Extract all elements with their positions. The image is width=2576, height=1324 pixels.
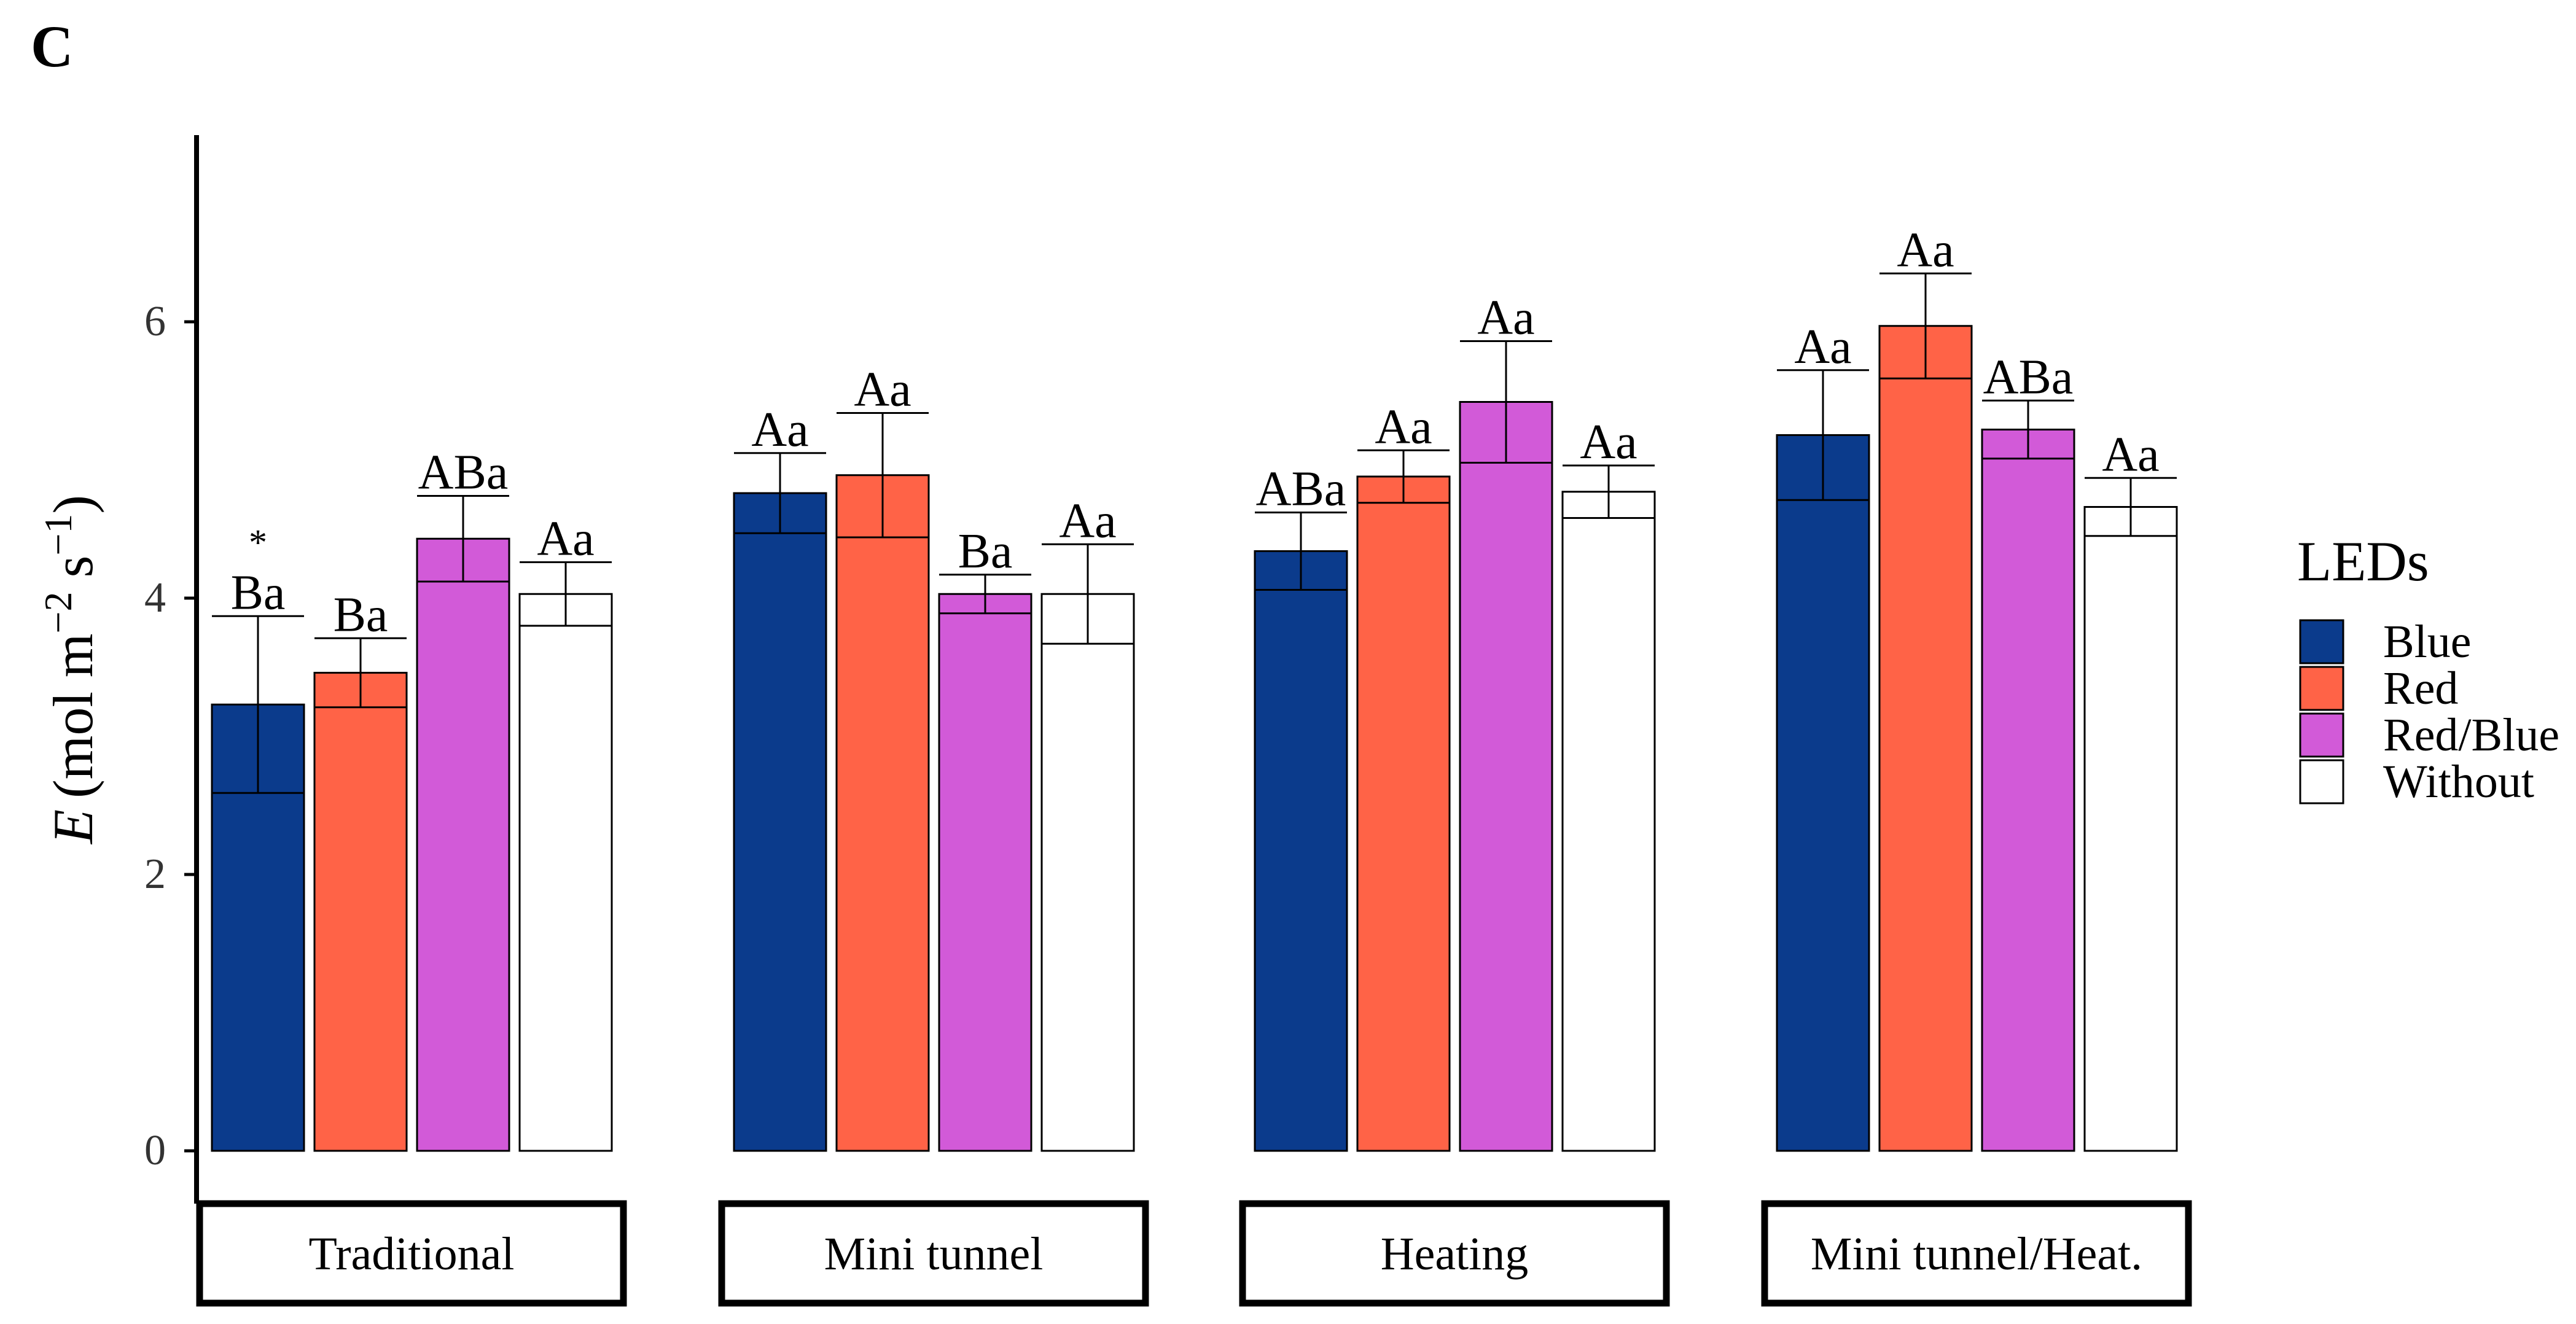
bar-without-1 (1040, 593, 1135, 1152)
bar-red-3 (1878, 325, 1973, 1152)
legend-label: Red/Blue (2383, 709, 2559, 761)
y-tick-label: 2 (144, 851, 166, 898)
y-axis-label: E (mol m−2 s−1) (36, 495, 104, 845)
facet-label: Heating (1381, 1228, 1529, 1280)
significance-label: Ba (231, 566, 286, 620)
y-axis-label-mid: s (42, 556, 104, 592)
legend-label: Without (2383, 756, 2534, 808)
significance-label: Aa (2102, 427, 2159, 481)
bar-red-0 (313, 672, 408, 1152)
y-axis: 0 2 4 6 (144, 135, 199, 1204)
bar-blue-3 (1776, 434, 1870, 1152)
facet-strip-3 (1761, 1200, 2192, 1307)
significance-label: Aa (1897, 223, 1954, 277)
legend-key-red-blue (2299, 712, 2344, 758)
bar-without-0 (518, 593, 613, 1152)
significance-label: Aa (1580, 415, 1637, 469)
significance-label: Ba (958, 524, 1013, 578)
panel-label: C (31, 14, 73, 79)
y-axis-label-symbol: E (42, 809, 104, 845)
bar-red-blue-0 (416, 537, 510, 1152)
facet-strips: Traditional Mini tunnel Heating Mini tunnel… (196, 1200, 2192, 1307)
facet-label: Traditional (309, 1228, 515, 1280)
significance-label: ABa (418, 446, 509, 500)
y-axis-label-close: ) (42, 495, 104, 514)
facet-strip-2 (1239, 1200, 1670, 1307)
bar-red-blue-3 (1981, 429, 2075, 1152)
significance-label: Aa (751, 403, 808, 457)
significance-label: Aa (1477, 291, 1534, 345)
significance-label: Ba (334, 588, 388, 642)
legend-key-red (2299, 666, 2344, 711)
y-axis-label-exp2: −1 (36, 514, 80, 556)
facet-strip-1 (718, 1200, 1149, 1307)
significance-label: ABa (1983, 350, 2074, 404)
bar-red-blue-2 (1459, 401, 1553, 1152)
facet-label: Mini tunnel (824, 1228, 1044, 1280)
legend-key-without (2299, 759, 2344, 804)
facet-strip-0 (196, 1200, 627, 1307)
y-tick-label: 4 (144, 574, 166, 621)
bar-red-1 (835, 474, 930, 1152)
y-tick-label: 6 (144, 298, 166, 345)
bar-without-3 (2083, 506, 2178, 1152)
legend-title: LEDs (2297, 530, 2429, 593)
bar-without-2 (1561, 491, 1656, 1152)
significance-label: ABa (1256, 462, 1346, 516)
significance-label: Aa (854, 363, 911, 417)
y-axis-label-exp1: −2 (36, 591, 80, 633)
legend-label: Red (2383, 663, 2458, 714)
significance-label: Aa (537, 512, 594, 566)
y-tick-label: 0 (144, 1127, 166, 1174)
bar-blue-2 (1254, 550, 1348, 1152)
legend-key-blue (2299, 619, 2344, 664)
significance-label: Aa (1059, 494, 1116, 548)
legend-label: Blue (2383, 616, 2472, 668)
bar-red-2 (1356, 475, 1451, 1152)
facet-label: Mini tunnel/Heat. (1811, 1228, 2142, 1280)
annotation-asterisk: * (249, 522, 267, 563)
bar-blue-1 (733, 492, 827, 1152)
significance-label: Aa (1794, 320, 1851, 374)
y-axis-label-unit: (mol m (42, 634, 104, 798)
bar-red-blue-1 (938, 593, 1032, 1152)
significance-label: Aa (1375, 400, 1432, 454)
